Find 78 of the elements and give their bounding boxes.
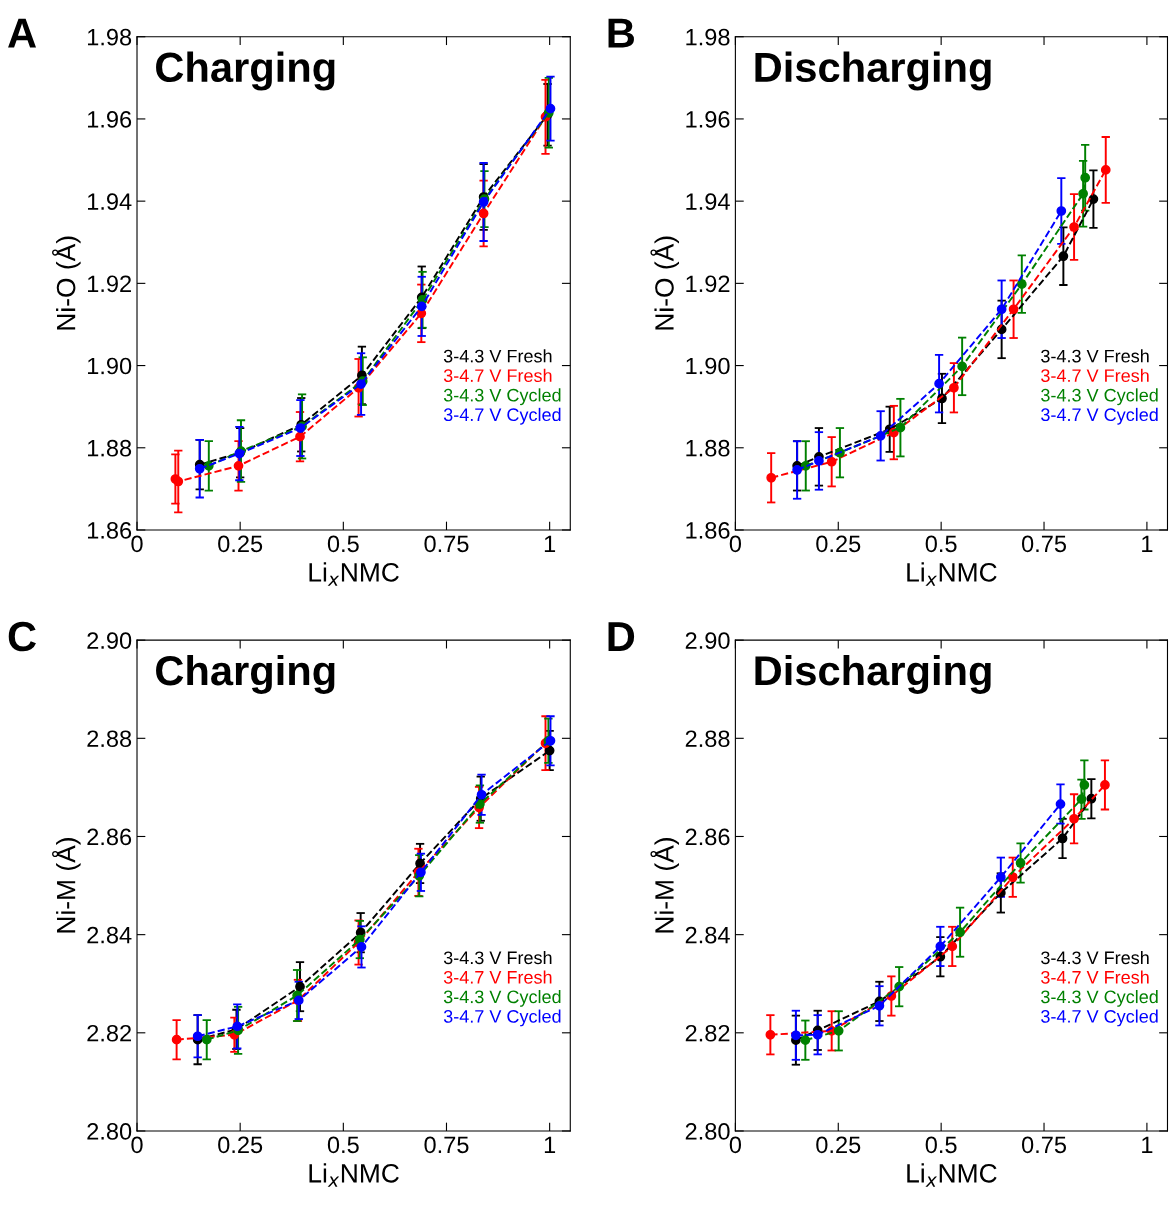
x-tick-label: 0.75 (1021, 1136, 1067, 1154)
x-tick-label: 0.5 (925, 1136, 957, 1154)
x-axis-title: Li$_{x}$NMC (907, 1163, 997, 1187)
y-tick-label: 1.86 (686, 522, 730, 539)
y-tick-label: 2.88 (87, 730, 132, 748)
y-tick-label: 1.98 (88, 28, 132, 46)
text: C (8, 621, 36, 652)
y-tick-label: 1.96 (88, 111, 132, 128)
legend-label: 3-4.3 V Fresh (443, 349, 552, 363)
x-tick-label: 0 (729, 1136, 742, 1154)
y-tick-label: 2.82 (87, 1024, 131, 1042)
y-tick-label: 2.84 (87, 926, 132, 944)
x-tick-label: 1 (544, 535, 556, 552)
y-axis-title: Ni-O (Å) (52, 236, 81, 330)
text: 3-4.7 V Fresh (443, 970, 552, 984)
chart-title: Discharging (755, 51, 991, 91)
x-axis-title: Li$_{x}$NMC (309, 562, 399, 586)
x-tick-label: 0.25 (816, 535, 861, 553)
text: 3-4.7 V Cycled (1041, 1009, 1158, 1027)
text: 3-4.3 V Cycled (443, 388, 561, 406)
y-tick-label: 2.84 (685, 926, 730, 944)
y-tick-label: 1.94 (88, 193, 132, 210)
x-tick-label: 0.25 (218, 535, 263, 553)
text: 3-4.7 V Cycled (443, 1009, 561, 1027)
x-tick-label: 0.75 (424, 1136, 469, 1154)
chart-title: Charging (156, 51, 335, 91)
y-tick-label: 2.86 (87, 828, 132, 846)
text: 3-4.3 V Cycled (1041, 388, 1158, 406)
y-tick-label: 1.88 (88, 439, 132, 457)
x-tick-label: 0.75 (1021, 535, 1067, 553)
y-tick-label: 2.90 (685, 632, 730, 649)
text: 3-4.7 V Fresh (443, 368, 552, 383)
text: D (608, 622, 635, 651)
chart-title: Discharging (755, 654, 991, 694)
y-tick-label: 2.90 (87, 632, 132, 649)
y-axis-title: Ni-O (Å) (650, 236, 680, 330)
x-tick-label: 0 (131, 535, 143, 553)
x-tick-label: 0 (131, 1136, 143, 1154)
text: A (8, 18, 37, 48)
x-tick-label: 1 (544, 1136, 556, 1153)
legend-label: 3-4.3 V Fresh (443, 950, 552, 965)
legend-label: 3-4.3 V Fresh (1041, 349, 1149, 363)
legend-label: 3-4.3 V Fresh (1041, 950, 1149, 965)
y-axis-title: Ni-M (Å) (52, 838, 81, 933)
text: 3-4.7 V Cycled (1041, 407, 1158, 425)
text: 3-4.7 V Fresh (1041, 368, 1149, 383)
x-tick-label: 0 (729, 535, 742, 553)
x-tick-label: 1 (1142, 535, 1153, 552)
y-tick-label: 1.98 (686, 28, 730, 46)
y-tick-label: 1.96 (686, 111, 730, 128)
text: 3-4.7 V Fresh (1041, 970, 1149, 984)
x-tick-label: 0.75 (424, 535, 469, 553)
y-tick-label: 1.90 (686, 357, 730, 375)
y-tick-label: 2.80 (87, 1123, 132, 1140)
x-axis-title: Li$_{x}$NMC (907, 562, 997, 586)
y-tick-label: 1.94 (686, 193, 730, 210)
y-tick-label: 2.82 (685, 1024, 730, 1042)
x-tick-label: 0.25 (218, 1136, 263, 1154)
text: 3-4.7 V Cycled (443, 407, 561, 425)
text: 3-4.3 V Cycled (1041, 989, 1158, 1007)
text: 3-4.3 V Cycled (443, 989, 561, 1007)
text: B (608, 18, 634, 48)
y-tick-label: 2.86 (685, 828, 730, 846)
y-tick-label: 1.92 (686, 275, 730, 293)
y-tick-label: 2.88 (685, 730, 730, 748)
y-tick-label: 1.86 (88, 522, 132, 539)
y-tick-label: 1.92 (88, 275, 131, 293)
x-tick-label: 0.5 (925, 535, 957, 553)
y-tick-label: 2.80 (685, 1123, 730, 1140)
x-tick-label: 0.25 (816, 1136, 861, 1154)
x-tick-label: 1 (1142, 1136, 1153, 1153)
y-axis-title: Ni-M (Å) (650, 838, 680, 933)
y-tick-label: 1.88 (686, 439, 730, 457)
chart-title: Charging (156, 654, 335, 694)
x-tick-label: 0.5 (327, 1136, 359, 1154)
x-axis-title: Li$_{x}$NMC (309, 1163, 399, 1187)
y-tick-label: 1.90 (88, 357, 132, 375)
x-tick-label: 0.5 (327, 535, 359, 553)
